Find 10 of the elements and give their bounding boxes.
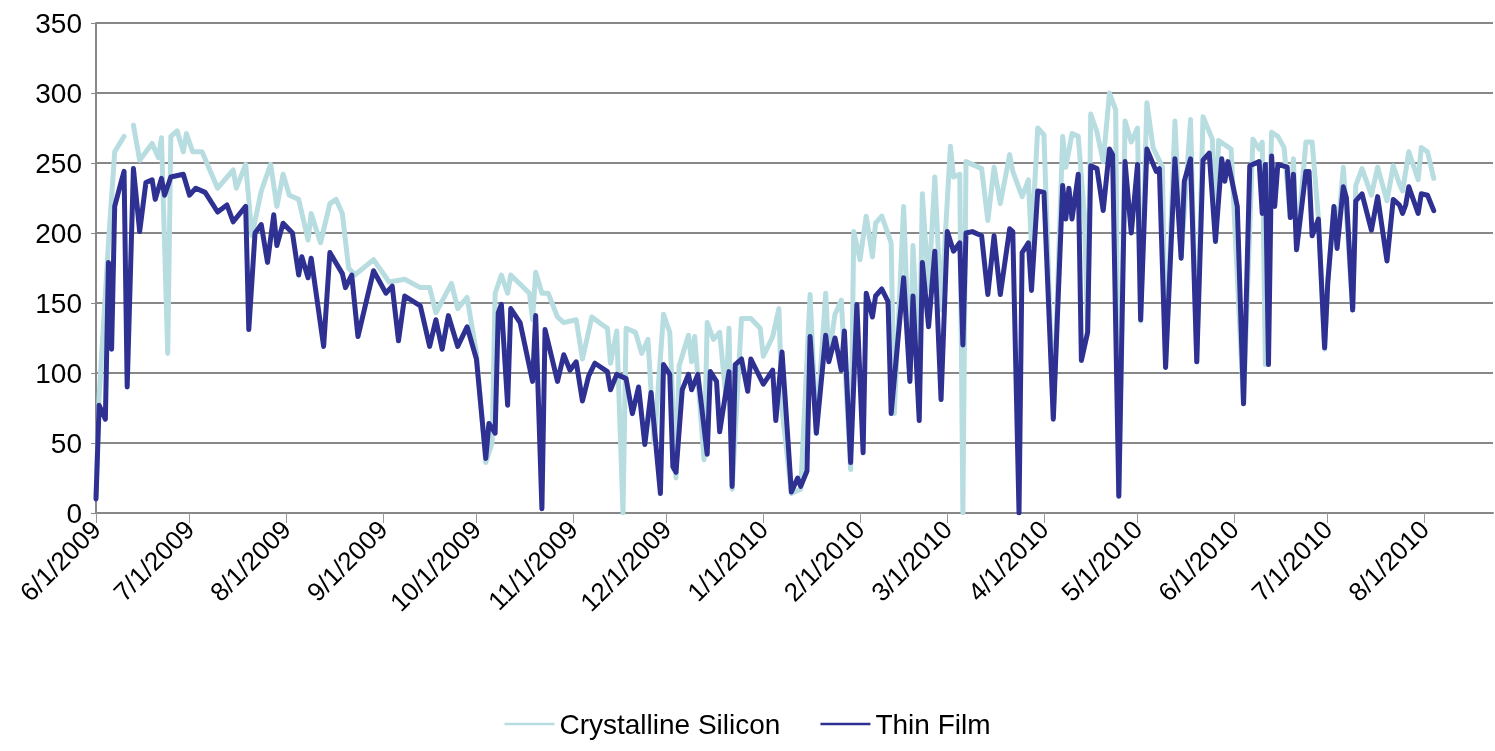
y-tick-label: 50 — [50, 427, 82, 459]
y-tick-label: 150 — [35, 287, 82, 319]
y-tick-label: 0 — [66, 497, 82, 529]
y-tick-label: 200 — [35, 217, 82, 249]
y-tick-label: 250 — [35, 147, 82, 179]
legend-label: Crystalline Silicon — [559, 708, 781, 740]
y-tick-label: 350 — [35, 7, 82, 39]
y-tick-label: 300 — [35, 77, 82, 109]
legend-label: Thin Film — [875, 708, 991, 740]
y-tick-label: 100 — [35, 357, 82, 389]
